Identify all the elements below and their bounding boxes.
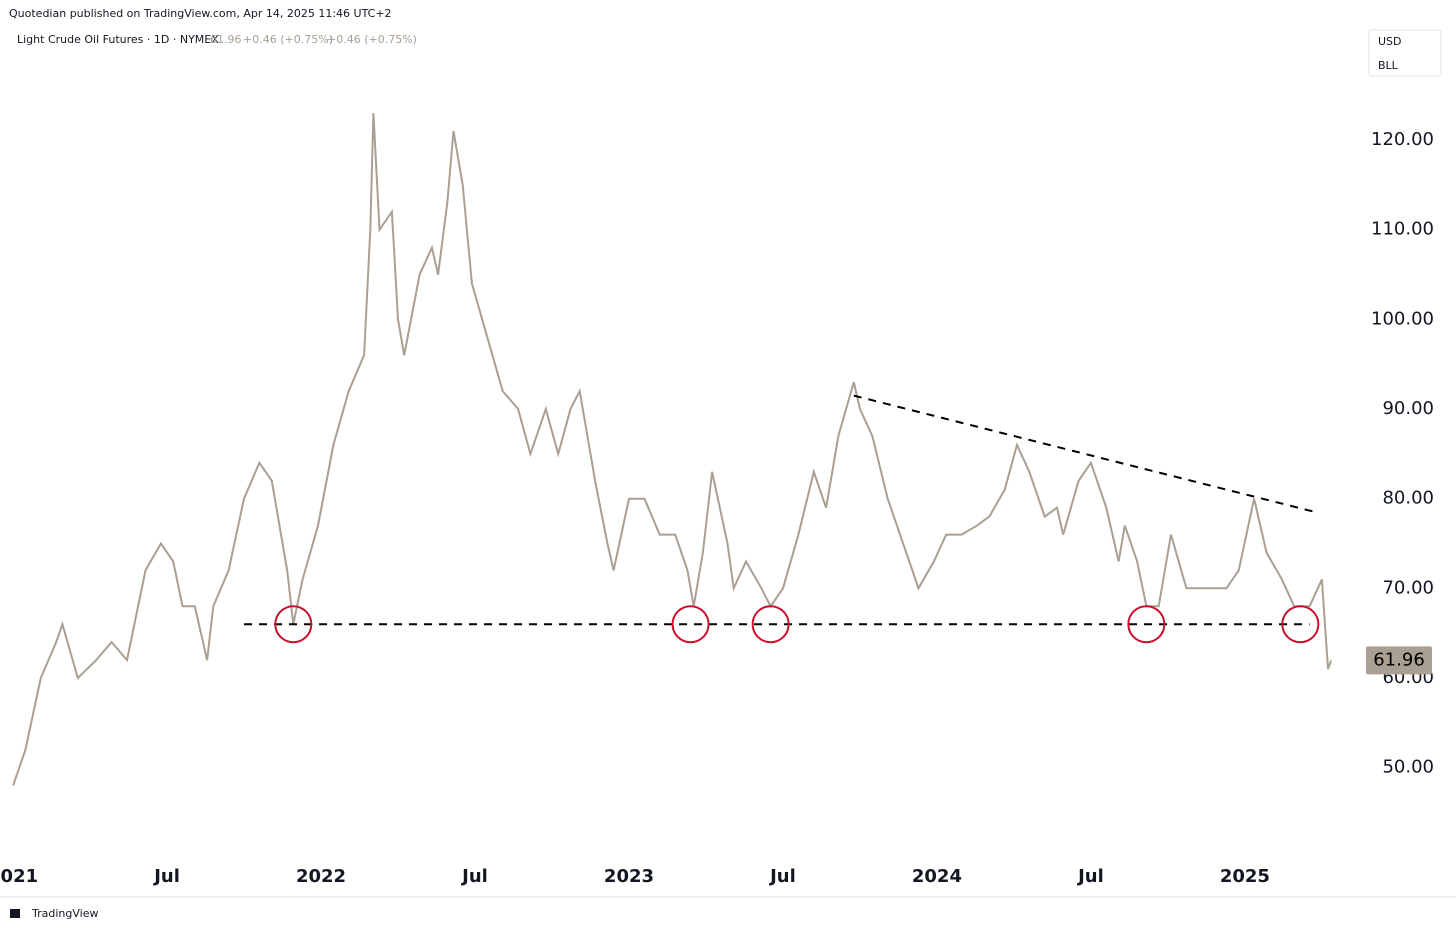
- price-tag: [1366, 646, 1432, 675]
- brand-logo: [10, 909, 20, 918]
- y-tick-label: 90.00: [1382, 398, 1434, 419]
- price-line: [12, 113, 1333, 786]
- x-tick-label: Jul: [768, 866, 796, 887]
- x-tick-label: 2024: [912, 866, 962, 887]
- y-tick-label: 80.00: [1382, 488, 1434, 509]
- marker-circle: [671, 605, 710, 644]
- y-tick-label: 100.00: [1371, 308, 1434, 329]
- y-tick-label: 120.00: [1371, 129, 1434, 150]
- marker-circle: [1281, 605, 1320, 644]
- marker-circle: [751, 605, 790, 644]
- marker-circle: [1127, 605, 1166, 644]
- scale-box: [1368, 29, 1442, 77]
- currency: USD: [1378, 35, 1402, 48]
- symbol: Light Crude Oil Futures · 1D · NYMEX: [17, 33, 219, 46]
- trendline: [853, 394, 1316, 514]
- last-price: 61.96: [210, 33, 242, 46]
- unit: BLL: [1378, 59, 1399, 72]
- x-tick-label: 2021: [0, 866, 38, 887]
- marker-circle: [274, 605, 313, 644]
- change: +0.46 (+0.75%): [243, 33, 333, 46]
- y-tick-label: 50.00: [1382, 757, 1434, 778]
- byline: Quotedian published on TradingView.com, …: [9, 7, 392, 20]
- x-tick-label: 2025: [1220, 866, 1270, 887]
- x-tick-label: Jul: [1076, 866, 1104, 887]
- x-tick-label: 2022: [296, 866, 346, 887]
- price-tag-label: 61.96: [1373, 649, 1425, 670]
- y-tick-label: 110.00: [1371, 219, 1434, 240]
- y-tick-label: 70.00: [1382, 577, 1434, 598]
- x-tick-label: Jul: [152, 866, 180, 887]
- brand: TradingView: [31, 907, 98, 920]
- x-tick-label: Jul: [460, 866, 488, 887]
- change: +0.46 (+0.75%): [327, 33, 417, 46]
- x-tick-label: 2023: [604, 866, 654, 887]
